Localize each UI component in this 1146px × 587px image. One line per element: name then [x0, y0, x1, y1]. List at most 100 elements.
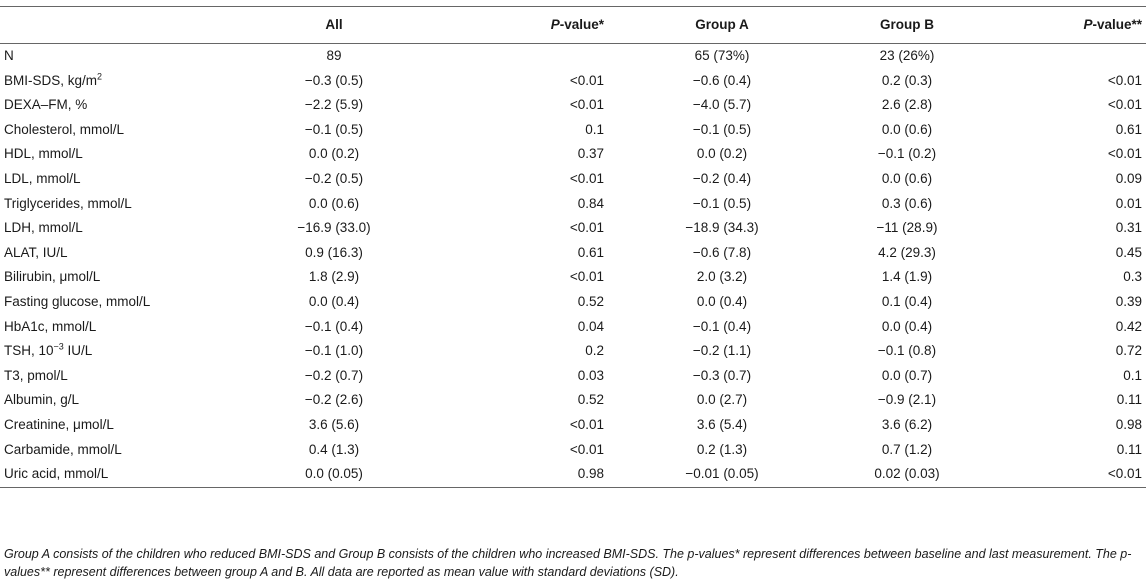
header-pvalue-2-rest: -value** [1092, 17, 1142, 32]
cell-pvalue-2: <0.01 [1107, 72, 1142, 88]
row-label: HbA1c, mmol/L [0, 315, 254, 340]
header-row: All P-value* Group A Group B P-value** [0, 6, 1146, 44]
cell-pvalue-2: <0.01 [1107, 146, 1142, 162]
table-footnote: Group A consists of the children who red… [4, 547, 1132, 579]
cell-all: −2.2 (5.9) [304, 97, 364, 113]
row-label-text: Fasting glucose, mmol/L [4, 293, 151, 309]
cell-all: −0.2 (0.5) [304, 170, 364, 186]
cell-all: −0.3 (0.5) [304, 72, 364, 88]
row-label: LDL, mmol/L [0, 167, 254, 192]
cell-pvalue-1 [414, 44, 612, 69]
cell-pvalue-1: 0.37 [577, 146, 604, 162]
cell-pvalue-1: <0.01 [569, 416, 604, 432]
header-pvalue-1: P-value* [414, 7, 612, 44]
row-label-text: BMI-SDS, kg/m [4, 72, 98, 88]
header-group-a: Group A [695, 17, 749, 32]
table-row: Uric acid, mmol/L 0.0 (0.05) 0.98 −0.01 (0.… [0, 462, 1146, 488]
cell-pvalue-2: 0.45 [1115, 244, 1142, 260]
row-label-text: T3, pmol/L [4, 367, 68, 383]
header-label [0, 7, 254, 44]
row-label: Carbamide, mmol/L [0, 438, 254, 463]
table-row: T3, pmol/L −0.2 (0.7) 0.03 −0.3 (0.7) 0.0 (0… [0, 364, 1146, 389]
cell-pvalue-2: 0.11 [1116, 392, 1142, 408]
header-pvalue-2: P-value** [982, 7, 1146, 44]
cell-pvalue-2: 0.01 [1115, 195, 1142, 211]
cell-pvalue-2: 0.3 [1123, 269, 1142, 285]
cell-all: −0.1 (1.0) [304, 343, 364, 359]
cell-all: −0.1 (0.4) [304, 318, 364, 334]
cell-group-a: 0.2 (1.3) [696, 441, 748, 457]
cell-group-a: 0.0 (2.7) [696, 392, 748, 408]
header-all: All [325, 17, 343, 32]
cell-group-a: −0.1 (0.4) [692, 318, 752, 334]
cell-pvalue-1: 0.84 [577, 195, 604, 211]
table-row: Albumin, g/L −0.2 (2.6) 0.52 0.0 (2.7) −0.9 … [0, 388, 1146, 413]
cell-pvalue-1: <0.01 [569, 72, 604, 88]
cell-group-b: 2.6 (2.8) [881, 97, 933, 113]
cell-group-b: 0.0 (0.7) [881, 367, 933, 383]
row-label: Albumin, g/L [0, 388, 254, 413]
cell-pvalue-2 [982, 44, 1146, 69]
cell-pvalue-1: 0.52 [577, 293, 604, 309]
cell-pvalue-2: <0.01 [1107, 466, 1142, 482]
cell-all: 0.0 (0.2) [308, 146, 360, 162]
row-label-text: ALAT, IU/L [4, 244, 68, 260]
cell-all: 3.6 (5.6) [308, 416, 360, 432]
cell-group-b: 1.4 (1.9) [881, 269, 933, 285]
cell-group-b: 0.0 (0.6) [881, 170, 933, 186]
cell-pvalue-2: 0.31 [1115, 220, 1142, 236]
cell-group-b: 0.0 (0.6) [881, 121, 933, 137]
cell-pvalue-1: <0.01 [569, 269, 604, 285]
cell-all: 1.8 (2.9) [308, 269, 360, 285]
header-pvalue-1-rest: -value* [559, 17, 604, 32]
row-label-superscript: −3 [53, 341, 64, 352]
cell-group-b: 4.2 (29.3) [878, 244, 936, 260]
table-row: BMI-SDS, kg/m2 −0.3 (0.5) <0.01 −0.6 (0.4) 0… [0, 69, 1146, 94]
cell-pvalue-1: <0.01 [569, 441, 604, 457]
row-label: Triglycerides, mmol/L [0, 192, 254, 217]
cell-group-a: 65 (73%) [694, 48, 750, 63]
cell-group-a: −4.0 (5.7) [692, 97, 752, 113]
table-row: ALAT, IU/L 0.9 (16.3) 0.61 −0.6 (7.8) 4.2 (2… [0, 241, 1146, 266]
row-label: TSH, 10−3 IU/L [0, 339, 254, 364]
row-label-text: Triglycerides, mmol/L [4, 195, 132, 211]
row-label: LDH, mmol/L [0, 216, 254, 241]
row-label-superscript: 2 [97, 71, 103, 82]
cell-pvalue-2: 0.72 [1115, 343, 1142, 359]
cell-group-a: 0.0 (0.2) [696, 146, 748, 162]
cell-pvalue-1: 0.61 [577, 244, 604, 260]
cell-pvalue-2: 0.39 [1115, 293, 1142, 309]
cell-group-a: −0.6 (0.4) [692, 72, 752, 88]
cell-all: 0.9 (16.3) [305, 244, 363, 260]
cell-pvalue-1: <0.01 [569, 170, 604, 186]
table-row: HDL, mmol/L 0.0 (0.2) 0.37 0.0 (0.2) −0.1 (0… [0, 142, 1146, 167]
cell-pvalue-1: <0.01 [569, 97, 604, 113]
cell-group-b: −0.9 (2.1) [877, 392, 937, 408]
row-label: Fasting glucose, mmol/L [0, 290, 254, 315]
results-table: All P-value* Group A Group B P-value** N… [0, 6, 1146, 488]
cell-pvalue-1: 0.04 [577, 318, 604, 334]
cell-group-b: 0.3 (0.6) [881, 195, 933, 211]
cell-group-a: −0.2 (1.1) [692, 343, 752, 359]
row-label-text: TSH, 10 [4, 343, 54, 359]
cell-group-b: 0.2 (0.3) [881, 72, 933, 88]
table-row: Triglycerides, mmol/L 0.0 (0.6) 0.84 −0.1 (… [0, 192, 1146, 217]
row-label: BMI-SDS, kg/m2 [0, 69, 254, 94]
row-label-text: HbA1c, mmol/L [4, 318, 97, 334]
cell-all: 0.0 (0.4) [308, 293, 360, 309]
cell-group-b: −0.1 (0.2) [877, 146, 937, 162]
cell-all: −16.9 (33.0) [297, 220, 371, 236]
cell-pvalue-1: 0.98 [577, 466, 604, 482]
cell-group-a: −0.3 (0.7) [692, 367, 752, 383]
cell-pvalue-1: 0.2 [585, 343, 604, 359]
cell-all: 89 [326, 48, 342, 63]
table-row: N 89 65 (73%) 23 (26%) [0, 44, 1146, 69]
cell-group-a: 3.6 (5.4) [696, 416, 748, 432]
cell-pvalue-2: 0.1 [1123, 367, 1142, 383]
cell-all: 0.0 (0.6) [308, 195, 360, 211]
cell-group-b: −11 (28.9) [876, 220, 938, 236]
table-row: Carbamide, mmol/L 0.4 (1.3) <0.01 0.2 (1.3)… [0, 438, 1146, 463]
row-label-text: Creatinine, μmol/L [4, 416, 114, 432]
cell-all: 0.4 (1.3) [308, 441, 360, 457]
